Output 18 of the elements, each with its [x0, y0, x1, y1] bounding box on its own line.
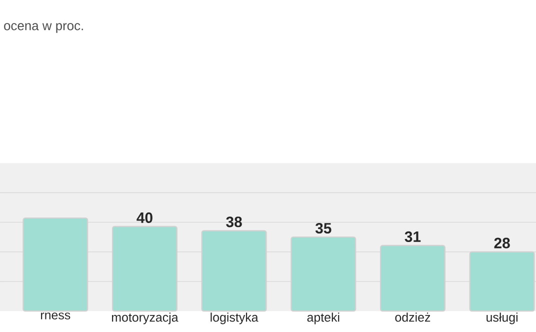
- bar: [380, 244, 446, 312]
- chart-title: ocena w proc.: [4, 23, 83, 33]
- bar: [112, 226, 178, 312]
- bar: [469, 251, 535, 312]
- x-tick-label: rness: [40, 312, 70, 320]
- bar: [22, 217, 88, 312]
- data-label: 35: [315, 222, 332, 234]
- x-tick-label: apteki: [307, 312, 340, 324]
- data-label: 31: [404, 231, 421, 242]
- data-label: 28: [494, 238, 510, 248]
- x-tick-label: odzież: [395, 312, 430, 322]
- data-label: 38: [226, 216, 242, 228]
- x-tick-label: logistyka: [210, 312, 258, 324]
- bar: [201, 230, 267, 312]
- data-label: 40: [136, 212, 152, 223]
- x-tick-label: motoryzacja: [112, 312, 178, 324]
- x-tick-label: usługi: [486, 312, 518, 324]
- bar: [290, 236, 356, 312]
